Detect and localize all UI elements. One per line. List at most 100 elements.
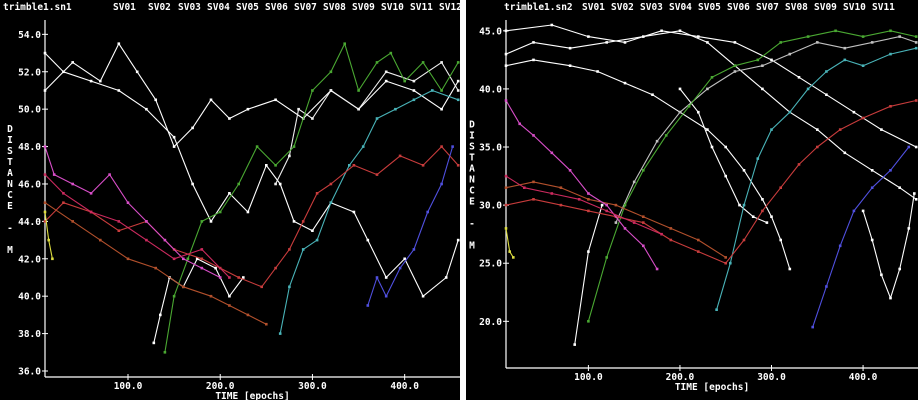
legend-entry: SV09 [352, 2, 375, 13]
series-line [43, 173, 231, 279]
data-point [311, 229, 314, 232]
data-point [200, 220, 204, 223]
data-point [398, 154, 402, 158]
data-point [811, 325, 814, 329]
data-point [770, 58, 773, 62]
data-point [311, 117, 314, 120]
data-point [587, 198, 590, 201]
data-point [246, 313, 250, 317]
data-point [421, 61, 425, 64]
y-axis-label-char: S [7, 146, 13, 157]
data-point [587, 192, 590, 195]
legend-entry: SV11 [410, 2, 433, 13]
legend-entry: SV03 [640, 2, 663, 13]
data-point [870, 186, 874, 189]
data-point [145, 238, 148, 242]
series-path [44, 52, 459, 297]
data-point [329, 89, 333, 92]
data-point [550, 23, 554, 27]
y-tick-label: 52.0 [18, 67, 41, 78]
data-point [779, 41, 782, 44]
data-point [838, 128, 842, 131]
legend-entry: SV04 [669, 2, 692, 13]
data-point [843, 58, 847, 62]
data-point [504, 64, 508, 67]
data-point [135, 70, 139, 74]
data-point [384, 294, 388, 298]
data-point [214, 266, 217, 270]
series-line [366, 145, 454, 307]
data-point [89, 192, 93, 195]
x-tick-label: 100.0 [574, 372, 603, 383]
chart-sn1-svg: trimble1.sn1 SV01 SV02 SV03 SV04 SV05 SV06 SV07… [3, 2, 462, 402]
data-point [870, 238, 874, 242]
series-path [44, 146, 459, 288]
data-point [825, 93, 828, 96]
data-point [246, 107, 250, 111]
y-tick-label: 35.0 [479, 143, 502, 154]
legend-entry: SV08 [785, 2, 808, 13]
data-point [664, 134, 668, 137]
legend-entry: SV06 [727, 2, 750, 13]
series-line [278, 89, 460, 335]
y-axis-label-char: C [469, 186, 475, 197]
data-point [403, 257, 406, 261]
data-point [550, 192, 554, 195]
data-point [852, 110, 856, 114]
chart-panel-sn1: trimble1.sn1 SV01 SV02 SV03 SV04 SV05 SV06 SV07… [3, 2, 462, 402]
y-tick-label: 36.0 [18, 367, 41, 378]
data-point [605, 209, 608, 213]
series-path [505, 59, 791, 270]
data-point [655, 139, 659, 143]
data-point [642, 244, 645, 248]
data-point [343, 42, 346, 45]
data-point [242, 276, 245, 279]
series-line [504, 174, 663, 236]
x-tick-label: 200.0 [666, 372, 695, 383]
data-point [733, 64, 737, 67]
chart-sn2-svg: trimble1.sn2 SV01 SV02 SV03 SV04 SV05 SV06 SV07… [469, 2, 918, 393]
series-path [574, 204, 603, 345]
data-point [357, 89, 360, 92]
data-point [738, 203, 741, 207]
data-point [706, 128, 709, 131]
data-point [394, 107, 397, 111]
data-point [907, 145, 911, 149]
data-point [623, 227, 627, 230]
data-point [706, 41, 709, 44]
data-point [384, 70, 388, 74]
data-point [456, 238, 460, 242]
data-point [577, 198, 581, 201]
data-point [504, 52, 508, 56]
data-point [117, 42, 121, 45]
data-point [669, 238, 673, 242]
series-line [504, 23, 918, 149]
series-line [504, 227, 515, 259]
data-point [255, 145, 259, 148]
data-point [191, 182, 194, 186]
data-point [914, 145, 918, 149]
chart-header: trimble1.sn1 SV01 SV02 SV03 SV04 SV05 SV06 SV07… [3, 2, 462, 13]
y-tick-label: 25.0 [479, 259, 502, 270]
data-point [71, 61, 74, 64]
data-point [914, 198, 918, 201]
data-point [444, 276, 448, 279]
data-point [43, 51, 47, 55]
series-line [504, 58, 792, 271]
data-point [838, 244, 842, 248]
data-point [260, 285, 263, 289]
legend-entry: SV05 [236, 2, 259, 13]
data-point [456, 79, 460, 83]
data-point [426, 210, 429, 214]
data-point [532, 58, 535, 62]
legend-entry: SV07 [756, 2, 779, 13]
y-axis-label-char: C [7, 190, 13, 201]
data-point [678, 110, 682, 114]
data-point [218, 276, 222, 279]
data-point [770, 215, 773, 218]
data-point [504, 174, 508, 178]
data-point [451, 145, 454, 148]
data-point [145, 220, 148, 223]
data-point [200, 266, 204, 270]
data-point [403, 79, 406, 83]
